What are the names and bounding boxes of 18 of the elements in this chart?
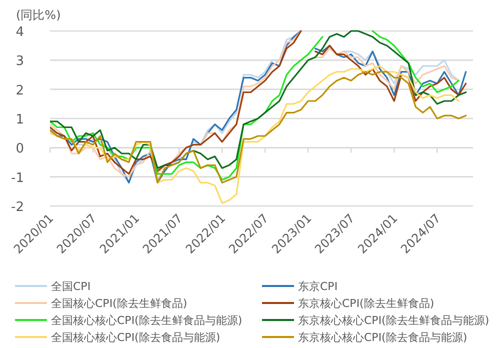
legend-label: 全国核心核心CPI(除去生鲜食品与能源)	[51, 314, 242, 327]
y-axis-title: (同比%)	[16, 8, 61, 22]
y-tick-label: 2	[16, 83, 24, 98]
y-tick-label: 4	[16, 25, 24, 40]
legend-label: 东京核心核心CPI(除去生鲜食品与能源)	[298, 314, 490, 327]
legend-label: 东京CPI	[298, 280, 338, 293]
y-tick-label: 3	[16, 54, 24, 70]
line-series	[50, 65, 460, 204]
y-tick-label: -2	[11, 200, 24, 215]
legend-label: 东京核心核心CPI(除去食品与能源)	[298, 331, 468, 344]
legend-label: 全国核心核心CPI(除去食品与能源)	[51, 331, 220, 344]
y-tick-label: 0	[16, 142, 24, 157]
legend-label: 全国CPI	[51, 280, 91, 293]
legend-label: 东京核心CPI(除去生鲜食品)	[298, 297, 434, 310]
line-series	[50, 71, 467, 184]
y-tick-label: 1	[16, 112, 24, 128]
legend-label: 全国核心CPI(除去生鲜食品)	[51, 297, 188, 310]
y-tick-label: -1	[11, 170, 24, 186]
